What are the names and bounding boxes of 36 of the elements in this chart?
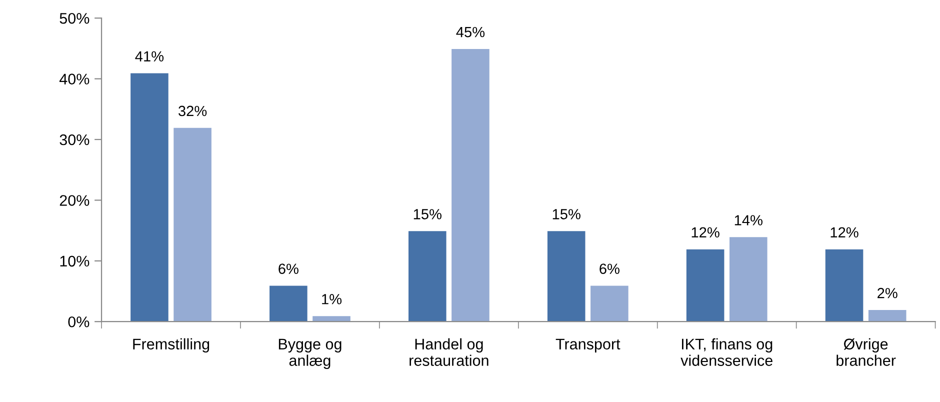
x-tick-label: Handel og restauration (410, 338, 488, 366)
data-label: 12% (692, 227, 720, 238)
x-tick-label: Bygge og anlæg (278, 338, 342, 369)
y-tick-label: 0% (68, 316, 90, 328)
bar (685, 248, 726, 322)
data-label: 2% (878, 288, 898, 298)
bar (546, 230, 586, 322)
data-label: 32% (178, 106, 207, 116)
y-tick-label: 20% (60, 195, 90, 206)
data-label: 41% (135, 51, 164, 62)
x-tick-label: Øvrige brancher (836, 338, 896, 366)
bar (311, 314, 352, 322)
x-tick-label: Transport (556, 338, 620, 353)
bar (407, 230, 448, 322)
bar (867, 308, 908, 322)
data-label: 15% (414, 209, 442, 220)
y-tick-label: 30% (60, 134, 90, 146)
x-tick-label: IKT, finans og vidensservice (680, 338, 772, 366)
data-label: 1% (322, 294, 342, 304)
data-label: 12% (830, 227, 858, 238)
bar (268, 284, 308, 322)
data-label: 45% (456, 26, 485, 38)
data-label: 6% (278, 264, 298, 274)
bar (450, 48, 490, 322)
data-label: 14% (734, 215, 762, 226)
bar (824, 248, 864, 322)
bar (589, 284, 630, 322)
y-tick-label: 10% (60, 256, 90, 267)
bar (129, 72, 170, 322)
bar (728, 236, 768, 322)
bar (172, 126, 213, 322)
data-label: 15% (552, 209, 580, 220)
y-tick-label: 40% (59, 74, 90, 84)
data-label: 6% (600, 264, 620, 274)
y-tick-label: 50% (60, 12, 90, 24)
x-tick-label: Fremstilling (133, 338, 210, 353)
